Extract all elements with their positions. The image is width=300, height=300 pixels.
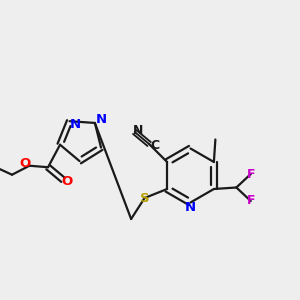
Text: N: N bbox=[185, 201, 196, 214]
Text: N: N bbox=[69, 118, 80, 131]
Text: F: F bbox=[247, 194, 255, 208]
Text: O: O bbox=[61, 175, 72, 188]
Text: C: C bbox=[150, 139, 159, 152]
Text: N: N bbox=[95, 113, 106, 127]
Text: S: S bbox=[140, 191, 149, 205]
Text: F: F bbox=[247, 167, 255, 181]
Text: O: O bbox=[19, 157, 30, 170]
Text: N: N bbox=[133, 124, 143, 137]
